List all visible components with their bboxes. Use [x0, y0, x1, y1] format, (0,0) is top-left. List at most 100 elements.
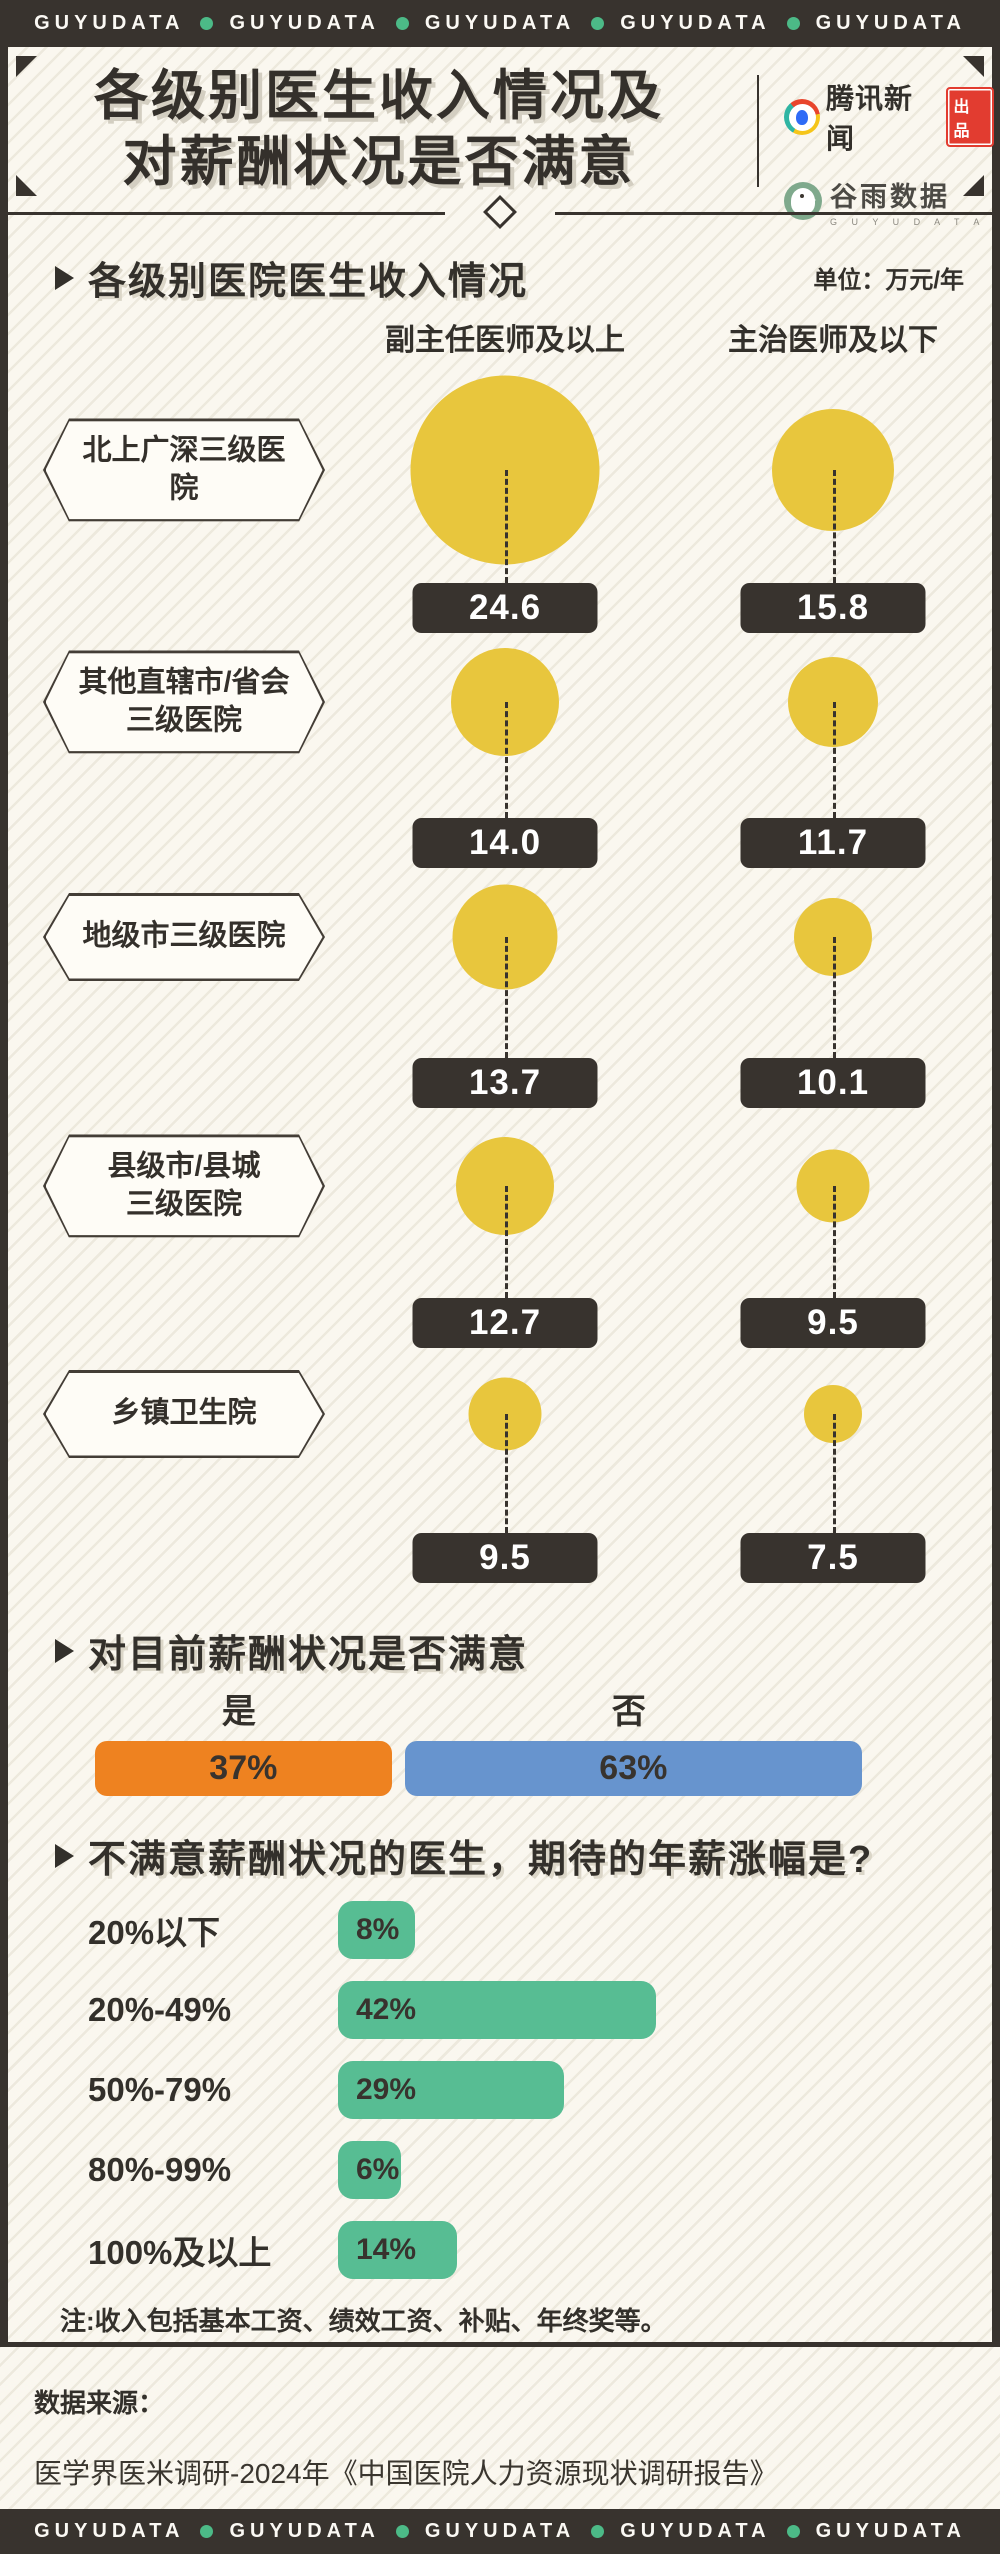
value-badge: 14.0: [412, 818, 598, 868]
dot-icon: [200, 17, 214, 30]
top-brand-bar: GUYUDATA GUYUDATA GUYUDATA GUYUDATA GUYU…: [0, 0, 1000, 47]
section-satisfaction: 对目前薪酬状况是否满意 是 否 37% 63%: [8, 1595, 992, 1796]
column-header-senior: 副主任医师及以上: [385, 324, 625, 357]
value-badge: 9.5: [412, 1533, 598, 1583]
section-raise-title: 不满意薪酬状况的医生，期待的年薪涨幅是?: [88, 1839, 874, 1881]
dashed-connector: [833, 702, 836, 818]
raise-bar: 42%: [338, 1981, 656, 2039]
hospital-label: 地级市三级医院: [82, 920, 286, 953]
guyu-label: 谷雨数据: [830, 182, 950, 212]
value-badge: 24.6: [412, 583, 598, 633]
value-badge: 11.7: [740, 818, 926, 868]
dashed-connector: [833, 1186, 836, 1298]
raise-bar: 29%: [338, 2061, 564, 2119]
brand-name: GUYUDATA: [229, 2520, 380, 2542]
hospital-label-badge: 县级市/县城 三级医院: [43, 1134, 325, 1237]
footnote-prefix: 注:: [60, 2306, 95, 2336]
hospital-row: 县级市/县城 三级医院 12.7 9.5: [8, 1120, 992, 1360]
page-title: 各级别医生收入情况及 对薪酬状况是否满意: [8, 63, 750, 195]
header-divider: [757, 75, 759, 187]
hospital-label-badge: 北上广深三级医院: [43, 418, 325, 521]
section-income-header: 各级别医院医生收入情况 单位：万元/年: [8, 250, 992, 305]
hospital-row: 北上广深三级医院 24.6 15.8: [8, 365, 992, 645]
raise-row: 80%-99% 6%: [8, 2141, 992, 2199]
footer: 数据来源： 医学界医米调研-2024年《中国医院人力资源现状调研报告》: [0, 2347, 1000, 2510]
value-badge: 9.5: [740, 1298, 926, 1348]
data-source-heading: 数据来源：: [34, 2388, 165, 2418]
corner-mark-icon: [963, 175, 984, 196]
raise-range-label: 50%-79%: [88, 2071, 232, 2108]
no-label: 否: [611, 1693, 646, 1731]
hospital-row: 乡镇卫生院 9.5 7.5: [8, 1360, 992, 1595]
section-raise-expectation: 不满意薪酬状况的医生，期待的年薪涨幅是? 20%以下 8% 20%-49% 42…: [8, 1796, 992, 2279]
corner-mark-icon: [16, 56, 37, 77]
tencent-news-logo: 腾讯新闻 出品: [784, 77, 994, 157]
dot-icon: [591, 17, 605, 30]
yes-segment: 37%: [95, 1741, 392, 1796]
dot-icon: [591, 2525, 605, 2538]
raise-range-label: 80%-99%: [88, 2151, 232, 2188]
brand-name: GUYUDATA: [620, 12, 771, 34]
tencent-news-label: 腾讯新闻: [826, 83, 914, 154]
raise-bars: 20%以下 8% 20%-49% 42% 50%-79% 29% 80%-99%…: [8, 1901, 992, 2279]
unit-label: 单位：万元/年: [813, 267, 964, 294]
hospital-label: 其他直辖市/省会 三级医院: [78, 666, 290, 736]
brand-name: GUYUDATA: [815, 2520, 966, 2542]
section-satisfaction-header: 对目前薪酬状况是否满意: [8, 1623, 992, 1678]
content-frame: 各级别医生收入情况及 对薪酬状况是否满意 腾讯新闻 出品 谷雨数据 G U Y …: [0, 47, 1000, 2347]
value-badge: 12.7: [412, 1298, 598, 1348]
hospital-label-badge: 地级市三级医院: [43, 893, 325, 981]
no-segment: 63%: [404, 1741, 862, 1796]
hospital-row: 其他直辖市/省会 三级医院 14.0 11.7: [8, 645, 992, 880]
dot-icon: [786, 17, 800, 30]
hospital-label: 北上广深三级医院: [82, 434, 286, 504]
brand-name: GUYUDATA: [424, 12, 576, 34]
triangle-marker-icon: [55, 1843, 74, 1868]
dashed-connector: [505, 702, 508, 818]
raise-bar: 6%: [338, 2141, 401, 2199]
corner-mark-icon: [16, 175, 37, 196]
value-badge: 10.1: [740, 1058, 926, 1108]
dashed-connector: [505, 1186, 508, 1298]
hospital-label-badge: 乡镇卫生院: [43, 1370, 325, 1458]
footnote-text: 收入包括基本工资、绩效工资、补贴、年终奖等。: [94, 2306, 667, 2336]
dashed-connector: [505, 1414, 508, 1533]
footnote: 注:收入包括基本工资、绩效工资、补贴、年终奖等。: [60, 2301, 992, 2338]
dot-icon: [786, 2525, 800, 2538]
yes-label: 是: [221, 1693, 256, 1731]
column-header-junior: 主治医师及以下: [728, 324, 938, 357]
dot-icon: [395, 2525, 409, 2538]
triangle-marker-icon: [55, 265, 74, 290]
raise-row: 20%以下 8%: [8, 1901, 992, 1959]
brand-name: GUYUDATA: [34, 12, 185, 34]
column-headers: 副主任医师及以上 主治医师及以下: [8, 305, 992, 365]
header: 各级别医生收入情况及 对薪酬状况是否满意 腾讯新闻 出品 谷雨数据 G U Y …: [8, 47, 994, 227]
hospital-label: 乡镇卫生院: [111, 1397, 257, 1430]
chupin-badge: 出品: [946, 87, 994, 147]
value-badge: 15.8: [740, 583, 926, 633]
raise-row: 20%-49% 42%: [8, 1981, 992, 2039]
section-satisfaction-title: 对目前薪酬状况是否满意: [88, 1634, 529, 1676]
corner-mark-icon: [963, 56, 984, 77]
dot-icon: [200, 2525, 214, 2538]
raise-range-label: 20%-49%: [88, 1991, 232, 2028]
guyu-data-logo: 谷雨数据 G U Y U D A T A: [784, 175, 994, 227]
raise-range-label: 20%以下: [88, 1914, 221, 1951]
hospital-label-badge: 其他直辖市/省会 三级医院: [43, 650, 325, 753]
dashed-connector: [833, 1414, 836, 1533]
brand-name: GUYUDATA: [424, 2520, 576, 2542]
satisfaction-bar: 37% 63%: [95, 1741, 862, 1796]
dashed-connector: [505, 470, 508, 583]
raise-range-label: 100%及以上: [88, 2234, 272, 2271]
dashed-connector: [505, 937, 508, 1058]
hospital-label: 县级市/县城 三级医院: [107, 1150, 261, 1220]
data-source-text: 医学界医米调研-2024年《中国医院人力资源现状调研报告》: [34, 2458, 778, 2489]
raise-bar: 14%: [338, 2221, 457, 2279]
section-income-title: 各级别医院医生收入情况: [88, 261, 529, 303]
satisfaction-labels: 是 否: [95, 1684, 862, 1733]
section-raise-header: 不满意薪酬状况的医生，期待的年薪涨幅是?: [8, 1828, 992, 1883]
page-title-line2: 对薪酬状况是否满意: [122, 132, 636, 192]
dashed-connector: [833, 937, 836, 1058]
raise-row: 100%及以上 14%: [8, 2221, 992, 2279]
